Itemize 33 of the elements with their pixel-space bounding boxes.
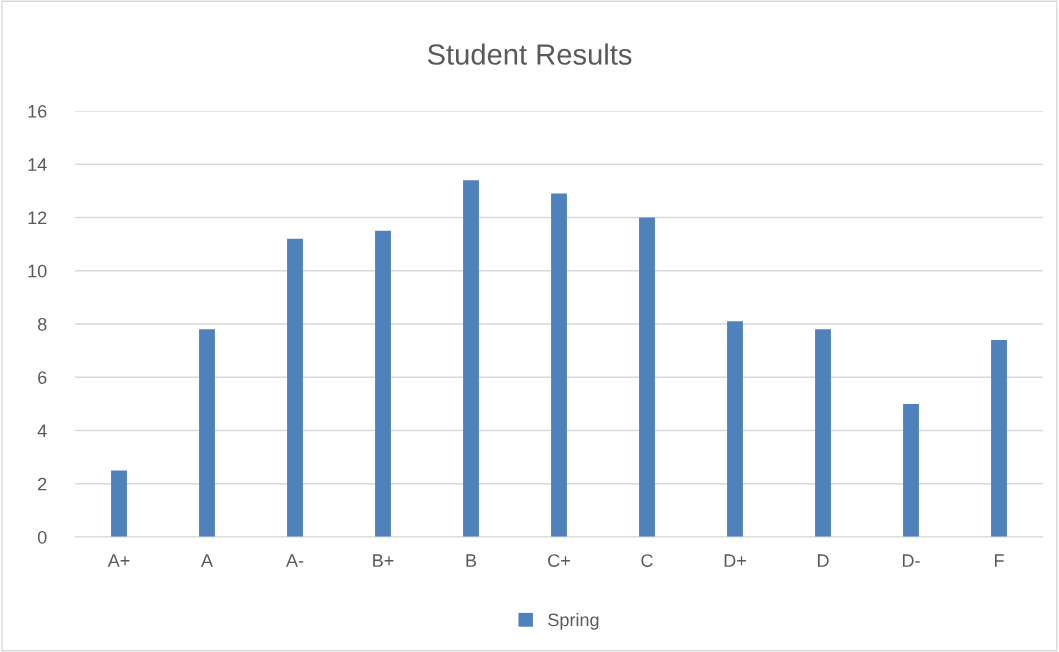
- x-tick-label: D+: [724, 554, 746, 567]
- y-tick-label: 2: [38, 477, 47, 491]
- chart-title: Student Results: [427, 43, 632, 65]
- x-tick-label: D-: [902, 554, 920, 567]
- bar: [815, 329, 831, 537]
- x-tick-label: C+: [548, 554, 570, 567]
- x-tick-label: A: [201, 554, 213, 567]
- y-tick-label: 4: [37, 424, 47, 438]
- x-tick-label: B: [466, 554, 477, 567]
- bar: [111, 470, 127, 537]
- y-tick-label: 16: [28, 104, 47, 118]
- y-tick-label: 10: [28, 264, 47, 278]
- y-tick-label: 14: [28, 158, 47, 171]
- bar: [991, 339, 1007, 537]
- x-tick-label: D: [817, 554, 829, 567]
- y-tick-label: 6: [38, 371, 47, 384]
- x-tick-label: A-: [286, 554, 304, 567]
- bar: [903, 403, 919, 537]
- bar: [199, 329, 215, 537]
- x-tick-label: A+: [107, 554, 130, 567]
- x-tick-label: C: [641, 554, 653, 567]
- bar: [727, 321, 743, 537]
- bar: [639, 217, 655, 537]
- x-tick-label: F: [994, 554, 1004, 567]
- y-tick-label: 12: [28, 211, 47, 225]
- x-tick-label: B+: [373, 554, 394, 567]
- legend-label: Spring: [548, 612, 599, 630]
- bar: [551, 193, 567, 537]
- y-tick-label: 8: [37, 317, 47, 331]
- bar: [375, 230, 391, 537]
- bar: [287, 238, 303, 537]
- bar: [463, 180, 479, 537]
- y-tick-label: 0: [37, 530, 47, 544]
